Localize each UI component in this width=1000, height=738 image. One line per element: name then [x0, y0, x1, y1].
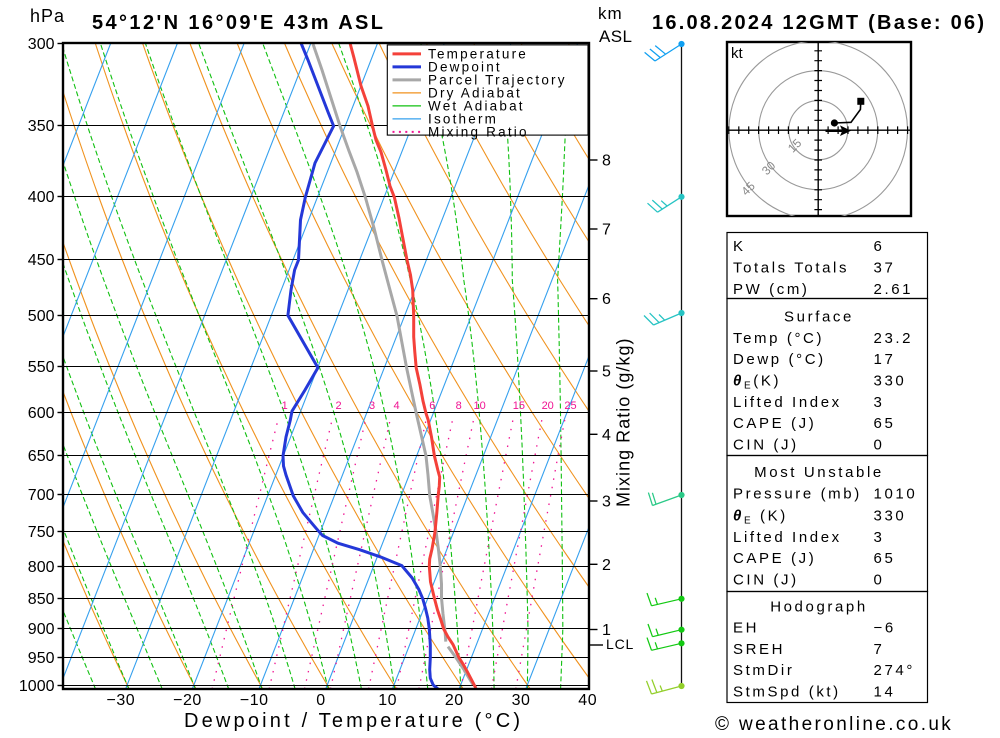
svg-text:6: 6: [429, 400, 435, 412]
svg-text:4: 4: [602, 427, 611, 444]
svg-text:SREH: SREH: [733, 641, 785, 658]
svg-text:Wet Adiabat: Wet Adiabat: [428, 98, 525, 113]
svg-text:65: 65: [874, 415, 896, 432]
svg-text:8: 8: [602, 153, 611, 170]
svg-text:1000: 1000: [19, 678, 55, 695]
svg-text:14: 14: [874, 683, 896, 700]
svg-text:−10: −10: [240, 692, 269, 709]
svg-text:330: 330: [874, 508, 907, 525]
svg-text:CAPE (J): CAPE (J): [733, 415, 816, 432]
svg-text:700: 700: [28, 487, 55, 504]
svg-text:330: 330: [874, 373, 907, 390]
svg-text:PW (cm): PW (cm): [733, 281, 810, 298]
svg-text:−30: −30: [106, 692, 135, 709]
svg-text:Pressure (mb): Pressure (mb): [733, 485, 862, 502]
svg-text:km: km: [598, 4, 623, 23]
svg-text:7: 7: [874, 641, 885, 658]
svg-text:hPa: hPa: [30, 6, 65, 26]
svg-text:30: 30: [512, 692, 531, 709]
svg-text:0: 0: [316, 692, 325, 709]
svg-text:−6: −6: [874, 620, 896, 637]
svg-text:20: 20: [445, 692, 464, 709]
svg-text:450: 450: [28, 252, 55, 269]
svg-text:550: 550: [28, 359, 55, 376]
svg-text:350: 350: [28, 118, 55, 135]
svg-text:Isotherm: Isotherm: [428, 111, 498, 126]
svg-text:StmDir: StmDir: [733, 662, 794, 679]
svg-text:900: 900: [28, 621, 55, 638]
svg-text:6: 6: [602, 291, 611, 308]
svg-text:−20: −20: [173, 692, 202, 709]
svg-text:17: 17: [874, 351, 896, 368]
svg-text:K: K: [733, 238, 746, 255]
svg-text:0: 0: [874, 571, 885, 588]
svg-text:5: 5: [602, 364, 611, 381]
svg-text:850: 850: [28, 591, 55, 608]
svg-text:LCL: LCL: [606, 636, 634, 652]
svg-text:θE (K): θE (K): [733, 508, 788, 527]
svg-text:4: 4: [393, 400, 399, 412]
svg-text:40: 40: [578, 692, 597, 709]
svg-text:Temp (°C): Temp (°C): [733, 330, 824, 347]
svg-text:kt: kt: [731, 45, 744, 62]
svg-text:950: 950: [28, 650, 55, 667]
svg-text:20: 20: [542, 400, 554, 412]
svg-text:8: 8: [456, 400, 462, 412]
svg-text:300: 300: [28, 36, 55, 53]
svg-text:1010: 1010: [874, 485, 918, 502]
svg-text:Lifted Index: Lifted Index: [733, 394, 842, 411]
svg-text:10: 10: [473, 400, 485, 412]
svg-text:Dry Adiabat: Dry Adiabat: [428, 85, 522, 100]
svg-text:2.61: 2.61: [874, 281, 914, 298]
svg-text:600: 600: [28, 405, 55, 422]
svg-text:23.2: 23.2: [874, 330, 914, 347]
svg-text:Dewpoint / Temperature (°C): Dewpoint / Temperature (°C): [184, 710, 520, 732]
svg-text:3: 3: [874, 394, 885, 411]
svg-text:1: 1: [282, 400, 288, 412]
svg-text:Temperature: Temperature: [428, 46, 528, 61]
svg-text:3: 3: [602, 494, 611, 511]
svg-text:ASL: ASL: [599, 27, 632, 46]
svg-text:Mixing Ratio: Mixing Ratio: [428, 124, 529, 139]
svg-text:Dewpoint: Dewpoint: [428, 59, 502, 74]
svg-text:3: 3: [874, 529, 885, 546]
svg-text:750: 750: [28, 524, 55, 541]
svg-text:CIN (J): CIN (J): [733, 571, 799, 588]
svg-text:65: 65: [874, 550, 896, 567]
svg-text:800: 800: [28, 559, 55, 576]
svg-text:CAPE (J): CAPE (J): [733, 550, 816, 567]
svg-text:EH: EH: [733, 620, 759, 637]
svg-text:Totals Totals: Totals Totals: [733, 260, 849, 277]
svg-text:500: 500: [28, 308, 55, 325]
svg-text:7: 7: [602, 222, 611, 239]
svg-text:10: 10: [378, 692, 397, 709]
svg-text:15: 15: [513, 400, 525, 412]
svg-text:Dewp (°C): Dewp (°C): [733, 351, 826, 368]
svg-text:16.08.2024 12GMT (Base: 06): 16.08.2024 12GMT (Base: 06): [652, 12, 984, 34]
svg-text:© weatheronline.co.uk: © weatheronline.co.uk: [715, 714, 951, 733]
svg-text:2: 2: [336, 400, 342, 412]
svg-text:StmSpd (kt): StmSpd (kt): [733, 683, 841, 700]
svg-text:3: 3: [369, 400, 375, 412]
svg-text:274°: 274°: [874, 662, 915, 679]
svg-text:Hodograph: Hodograph: [770, 598, 868, 615]
svg-text:CIN (J): CIN (J): [733, 436, 799, 453]
svg-text:Parcel Trajectory: Parcel Trajectory: [428, 72, 567, 87]
svg-text:0: 0: [874, 436, 885, 453]
svg-text:1: 1: [602, 622, 611, 639]
svg-text:650: 650: [28, 448, 55, 465]
svg-text:Most Unstable: Most Unstable: [754, 464, 884, 481]
svg-text:400: 400: [28, 189, 55, 206]
svg-text:6: 6: [874, 238, 885, 255]
svg-text:Lifted Index: Lifted Index: [733, 529, 842, 546]
svg-text:2: 2: [602, 557, 611, 574]
svg-text:Surface: Surface: [784, 309, 854, 326]
svg-text:θE(K): θE(K): [733, 373, 781, 392]
svg-text:Mixing Ratio (g/kg): Mixing Ratio (g/kg): [614, 338, 634, 507]
svg-text:25: 25: [564, 400, 576, 412]
svg-text:37: 37: [874, 260, 896, 277]
